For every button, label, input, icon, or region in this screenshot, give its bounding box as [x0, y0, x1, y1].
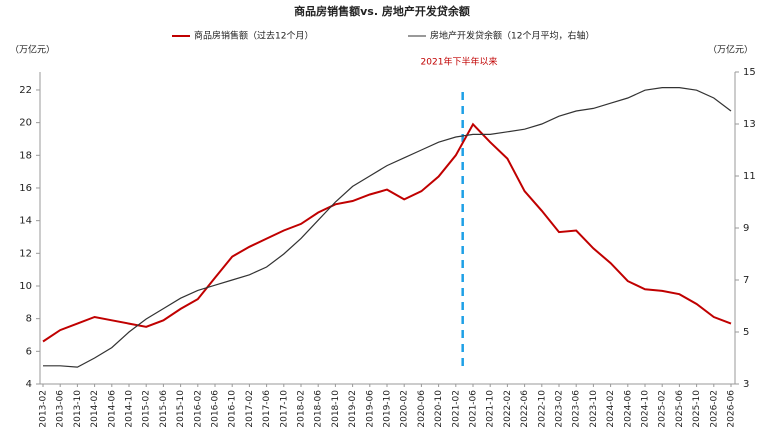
- x-tick-label: 2013-06: [56, 390, 66, 428]
- x-tick-label: 2014-06: [107, 390, 117, 428]
- x-tick-label: 2019-10: [383, 390, 393, 428]
- legend-label: 商品房销售额（过去12个月）: [194, 30, 313, 42]
- y2-tick-label: 11: [743, 171, 756, 182]
- x-tick-label: 2018-02: [297, 390, 307, 428]
- x-tick-label: 2016-06: [211, 390, 221, 428]
- x-tick-label: 2026-06: [727, 390, 737, 428]
- y-tick-label: 12: [19, 248, 32, 259]
- y-tick-label: 22: [19, 85, 32, 96]
- x-tick-label: 2014-10: [125, 390, 135, 428]
- x-tick-label: 2017-02: [245, 390, 255, 428]
- x-tick-label: 2023-06: [572, 390, 582, 428]
- x-tick-label: 2025-06: [675, 390, 685, 428]
- x-tick-label: 2019-06: [365, 390, 375, 428]
- x-tick-label: 2026-02: [709, 390, 719, 428]
- y-tick-label: 14: [19, 216, 32, 227]
- x-tick-label: 2013-02: [39, 390, 49, 428]
- y-tick-label: 6: [26, 346, 32, 357]
- x-tick-label: 2015-10: [176, 390, 186, 428]
- y-axis-unit: （万亿元）: [10, 44, 55, 56]
- y2-axis-unit: （万亿元）: [708, 44, 753, 56]
- x-tick-label: 2021-06: [469, 390, 479, 428]
- x-tick-label: 2017-10: [279, 390, 289, 428]
- x-tick-label: 2024-06: [623, 390, 633, 428]
- chart-title: 商品房销售额vs. 房地产开发贷余额: [294, 4, 470, 18]
- y2-tick-label: 5: [743, 327, 749, 338]
- x-tick-label: 2014-02: [90, 390, 100, 428]
- x-tick-label: 2025-10: [692, 390, 702, 428]
- x-tick-label: 2020-06: [417, 390, 427, 428]
- y-tick-label: 4: [26, 379, 32, 390]
- x-tick-label: 2015-02: [142, 390, 152, 428]
- x-tick-label: 2023-10: [589, 390, 599, 428]
- x-tick-label: 2025-02: [658, 390, 668, 428]
- x-tick-label: 2021-02: [451, 390, 461, 428]
- x-tick-label: 2018-06: [314, 390, 324, 428]
- x-tick-label: 2024-02: [606, 390, 616, 428]
- y2-tick-label: 15: [743, 67, 756, 78]
- x-tick-label: 2022-02: [503, 390, 513, 428]
- y-tick-label: 16: [19, 183, 32, 194]
- x-tick-label: 2020-10: [434, 390, 444, 428]
- y-tick-label: 10: [19, 281, 32, 292]
- series-line: [42, 122, 732, 343]
- annotation: 2021年下半年以来: [421, 56, 498, 68]
- series-line: [43, 87, 732, 368]
- legend-label: 房地产开发贷余额（12个月平均，右轴）: [430, 30, 594, 42]
- x-tick-label: 2021-10: [486, 390, 496, 428]
- x-tick-label: 2016-10: [228, 390, 238, 428]
- y2-tick-label: 3: [743, 379, 749, 390]
- x-tick-label: 2022-06: [520, 390, 530, 428]
- x-tick-label: 2022-10: [537, 390, 547, 428]
- x-tick-label: 2023-02: [555, 390, 565, 428]
- x-tick-label: 2013-10: [73, 390, 83, 428]
- y-tick-label: 8: [26, 314, 32, 325]
- x-tick-label: 2024-10: [641, 390, 651, 428]
- x-tick-label: 2020-02: [400, 390, 410, 428]
- x-tick-label: 2017-06: [262, 390, 272, 428]
- y2-tick-label: 7: [743, 275, 749, 286]
- y-tick-label: 20: [19, 118, 32, 129]
- y2-tick-label: 13: [743, 119, 756, 130]
- y2-tick-label: 9: [743, 223, 749, 234]
- x-tick-label: 2015-06: [159, 390, 169, 428]
- y-tick-label: 18: [19, 150, 32, 161]
- x-tick-label: 2018-10: [331, 390, 341, 428]
- x-tick-label: 2019-02: [348, 390, 358, 428]
- x-tick-label: 2016-02: [193, 390, 203, 428]
